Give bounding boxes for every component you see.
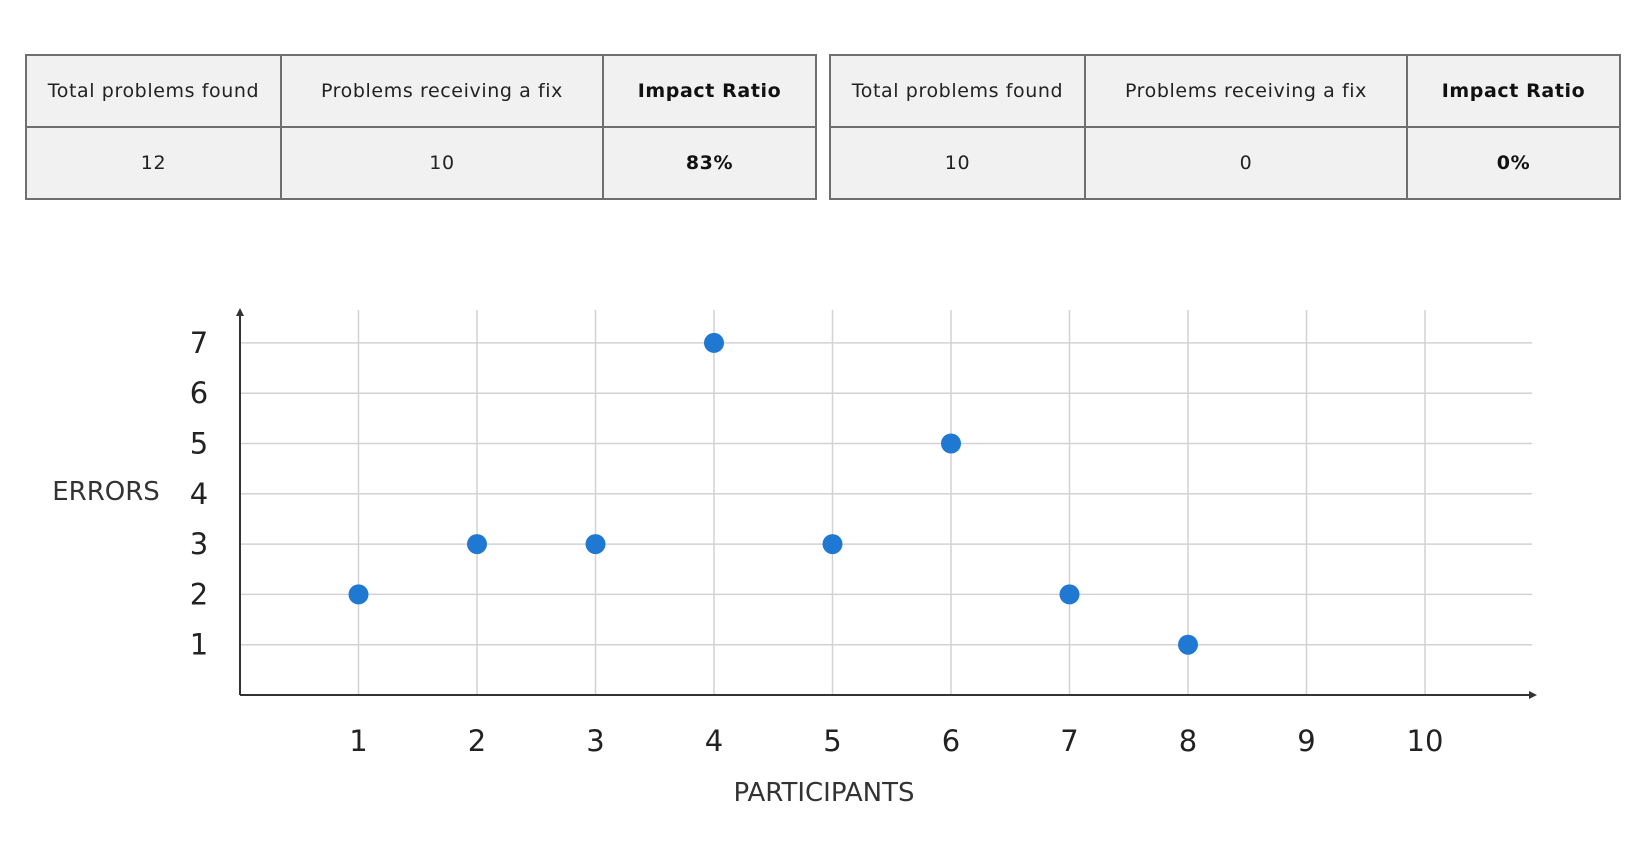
value-total-problems: 12 — [25, 126, 282, 200]
chart-grid — [240, 310, 1532, 695]
header-problems-fixed: Problems receiving a fix — [1084, 54, 1408, 128]
header-impact-ratio: Impact Ratio — [602, 54, 817, 128]
value-impact-ratio: 0% — [1406, 126, 1621, 200]
data-point — [822, 534, 843, 555]
chart-points — [348, 332, 1198, 655]
chart-tick-labels: 1 2 3 4 5 6 7 8 9 10 1 2 3 4 5 6 7 — [190, 326, 1444, 758]
y-tick-label: 7 — [190, 326, 208, 360]
data-point — [704, 332, 724, 353]
value-total-problems: 10 — [829, 126, 1086, 200]
data-point — [941, 433, 961, 454]
chart-axes — [236, 308, 1537, 699]
x-tick-label: 4 — [705, 724, 723, 758]
x-tick-label: 10 — [1407, 724, 1444, 758]
header-total-problems: Total problems found — [25, 54, 282, 128]
value-problems-fixed: 10 — [280, 126, 604, 200]
data-point — [585, 534, 606, 555]
impact-table-left: Total problems found Problems receiving … — [25, 54, 817, 200]
x-axis-title: PARTICIPANTS — [734, 778, 915, 808]
y-tick-label: 1 — [190, 628, 208, 662]
x-tick-label: 6 — [942, 724, 960, 758]
x-tick-label: 7 — [1060, 724, 1078, 758]
y-tick-label: 6 — [190, 376, 208, 410]
y-tick-label: 2 — [190, 577, 208, 611]
y-tick-label: 3 — [190, 527, 208, 561]
x-tick-label: 1 — [349, 724, 367, 758]
x-axis-arrow — [1529, 691, 1537, 699]
data-point — [467, 534, 487, 555]
table-value-row: 10 0 0% — [829, 126, 1621, 200]
impact-table-right: Total problems found Problems receiving … — [829, 54, 1621, 200]
data-point — [1178, 634, 1198, 655]
y-axis-arrow — [236, 308, 244, 316]
value-problems-fixed: 0 — [1084, 126, 1408, 200]
x-tick-label: 5 — [823, 724, 841, 758]
table-header-row: Total problems found Problems receiving … — [25, 54, 817, 128]
table-value-row: 12 10 83% — [25, 126, 817, 200]
x-tick-label: 8 — [1179, 724, 1197, 758]
header-total-problems: Total problems found — [829, 54, 1086, 128]
data-point — [348, 584, 369, 605]
y-tick-label: 4 — [190, 477, 208, 511]
y-axis-title: ERRORS — [52, 477, 160, 507]
x-tick-label: 2 — [468, 724, 486, 758]
value-impact-ratio: 83% — [602, 126, 817, 200]
y-tick-label: 5 — [190, 427, 208, 461]
x-tick-label: 9 — [1297, 724, 1315, 758]
header-problems-fixed: Problems receiving a fix — [280, 54, 604, 128]
data-point — [1059, 584, 1080, 605]
scatter-chart: 1 2 3 4 5 6 7 8 9 10 1 2 3 4 5 6 7 PARTICIPANTS ERRORS — [52, 308, 1537, 808]
x-tick-label: 3 — [586, 724, 604, 758]
table-header-row: Total problems found Problems receiving … — [829, 54, 1621, 128]
header-impact-ratio: Impact Ratio — [1406, 54, 1621, 128]
